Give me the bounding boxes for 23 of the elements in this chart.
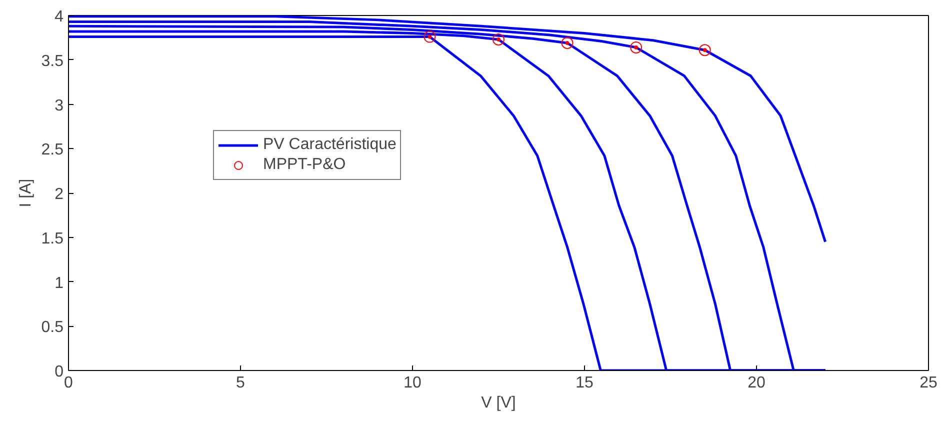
legend-label: MPPT-P&O — [263, 156, 346, 174]
y-tick-label: 1 — [54, 274, 64, 292]
y-tick-label: 3.5 — [41, 52, 64, 70]
y-tick-label: 1.5 — [41, 230, 64, 248]
point — [561, 37, 574, 49]
y-tick-label: 0.5 — [41, 319, 64, 336]
y-axis-title: I [A] — [17, 178, 34, 208]
point — [698, 44, 711, 56]
legend-label: PV Caractéristique — [263, 136, 396, 154]
point — [492, 33, 504, 46]
x-tick-label: 10 — [404, 374, 422, 392]
x-tick-label: 20 — [748, 374, 766, 392]
x-axis-title: V [V] — [481, 394, 516, 412]
point — [630, 41, 642, 54]
y-tick-label: 3 — [54, 97, 64, 114]
y-tick-label: 2.5 — [41, 142, 64, 159]
x-tick-label: 15 — [576, 374, 594, 392]
y-tick-label: 2 — [54, 186, 64, 203]
point — [424, 30, 436, 43]
x-tick-label: 5 — [236, 374, 246, 392]
y-tick-label: 0 — [54, 364, 64, 380]
y-tick-label: 4 — [54, 8, 64, 26]
x-tick-label: 25 — [920, 374, 938, 392]
